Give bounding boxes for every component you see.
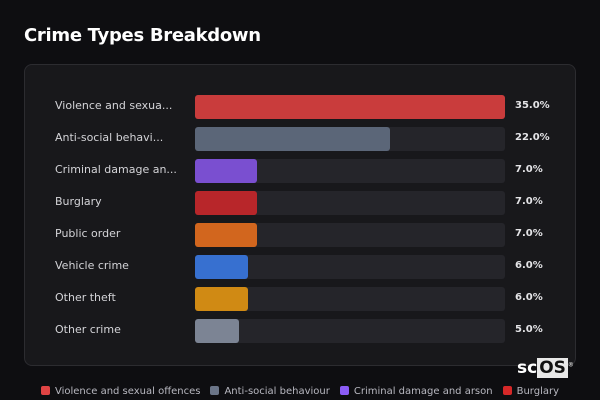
bar-track	[195, 127, 505, 151]
bar-value-label: 35.0%	[515, 100, 550, 111]
bar	[195, 127, 390, 151]
legend-label: Anti-social behaviour	[224, 386, 330, 397]
bar-label: Other theft	[55, 291, 116, 304]
bar	[195, 159, 257, 183]
bar-track	[195, 255, 505, 279]
bar-row: Anti-social behavi... 22.0%	[25, 127, 575, 151]
bar-track	[195, 159, 505, 183]
legend-item[interactable]: Criminal damage and arson	[339, 386, 493, 397]
bar-label: Public order	[55, 227, 121, 240]
bar-row: Criminal damage an... 7.0%	[25, 159, 575, 183]
bar	[195, 319, 240, 343]
legend-item[interactable]: Burglary	[502, 386, 560, 397]
legend-swatch	[40, 386, 50, 395]
bar-value-label: 5.0%	[515, 324, 543, 335]
legend-label: Violence and sexual offences	[54, 386, 201, 397]
bar	[195, 223, 257, 247]
bar-row: Public order 7.0%	[25, 223, 575, 247]
legend-item[interactable]: Anti-social behaviour	[210, 386, 330, 397]
logo-mark: ®	[567, 361, 574, 369]
bar-label: Other crime	[55, 323, 121, 336]
bar-track	[195, 223, 505, 247]
bar-row: Burglary 7.0%	[25, 191, 575, 215]
bar	[195, 95, 505, 119]
legend-swatch	[210, 386, 220, 395]
brand-logo: sc OS ®	[517, 358, 574, 378]
legend-swatch	[502, 386, 512, 395]
bar-row: Violence and sexua... 35.0%	[25, 95, 575, 119]
bar-track	[195, 287, 505, 311]
bar-value-label: 22.0%	[515, 132, 550, 143]
bar-value-label: 7.0%	[515, 228, 543, 239]
chart-panel: Violence and sexua... 35.0% Anti-social b…	[24, 64, 576, 366]
bar-track	[195, 95, 505, 119]
legend-label: Criminal damage and arson	[353, 386, 493, 397]
bar-label: Violence and sexua...	[55, 99, 173, 112]
bar-row: Vehicle crime 6.0%	[25, 255, 575, 279]
bar-value-label: 7.0%	[515, 196, 543, 207]
bar-row: Other theft 6.0%	[25, 287, 575, 311]
logo-prefix: sc	[517, 358, 538, 378]
bar	[195, 287, 249, 311]
bar-value-label: 6.0%	[515, 260, 543, 271]
bar-label: Burglary	[55, 195, 102, 208]
legend-label: Burglary	[516, 386, 560, 397]
bar	[195, 191, 257, 215]
logo-boxed: OS	[537, 358, 568, 378]
legend-item[interactable]: Violence and sexual offences	[40, 386, 201, 397]
bar-value-label: 7.0%	[515, 164, 543, 175]
bar-label: Criminal damage an...	[55, 163, 177, 176]
bar-row: Other crime 5.0%	[25, 319, 575, 343]
chart-legend: Violence and sexual offences Anti-social …	[0, 386, 600, 397]
bar-label: Vehicle crime	[55, 259, 129, 272]
bar-track	[195, 191, 505, 215]
page-title: Crime Types Breakdown	[24, 25, 261, 46]
legend-swatch	[339, 386, 349, 395]
bar-label: Anti-social behavi...	[55, 131, 164, 144]
bar-value-label: 6.0%	[515, 292, 543, 303]
bar-track	[195, 319, 505, 343]
bar	[195, 255, 249, 279]
